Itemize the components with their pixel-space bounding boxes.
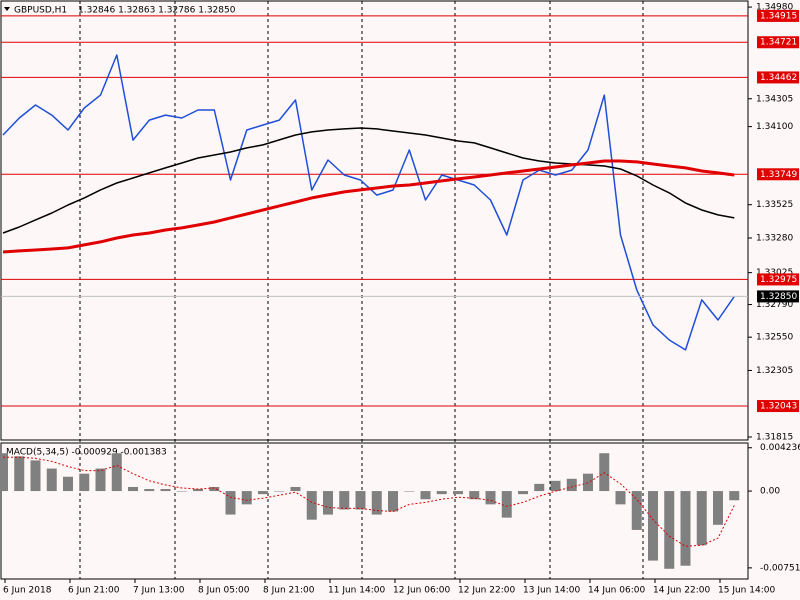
series-line (2, 127, 735, 234)
macd-bar (30, 460, 41, 492)
level-box (757, 71, 799, 84)
macd-bar (0, 453, 8, 492)
macd-frame (0, 442, 749, 580)
macd-bar (306, 491, 317, 520)
chart-title: GBPUSD,H1 (14, 6, 67, 16)
y-tick-label: 1.33525 (756, 200, 793, 210)
current-price-label: 1.32850 (760, 292, 797, 302)
y-tick-label: 1.34980 (756, 3, 793, 13)
macd-bar (258, 491, 268, 495)
y-tick-label: 1.34305 (756, 94, 793, 104)
macd-bar (290, 486, 301, 492)
macd-bar (225, 491, 236, 515)
macd-bar (128, 486, 138, 492)
macd-bar (14, 456, 25, 492)
y-tick-label: 1.32550 (756, 333, 793, 343)
series-line (2, 159, 735, 254)
macd-bar (713, 491, 723, 525)
macd-bar (371, 491, 382, 515)
macd-bar (144, 489, 155, 492)
y-tick-label: 1.33025 (756, 268, 793, 278)
x-tick-label: 15 Jun 14:00 (718, 586, 775, 596)
level-box (757, 9, 799, 22)
macd-bar (648, 491, 658, 561)
macd-bar (46, 468, 57, 492)
macd-bar (664, 491, 675, 569)
ohlc: 1.32846 1.32863 1.32786 1.32850 (78, 6, 236, 16)
level-box (757, 400, 799, 413)
level-label: 1.34462 (760, 73, 797, 83)
macd-bar (729, 491, 740, 501)
x-tick-label: 7 Jun 13:00 (133, 586, 185, 596)
macd-bar (696, 491, 707, 546)
macd-bar (160, 489, 171, 492)
macd-bar (599, 453, 610, 492)
level-box (757, 168, 799, 181)
level-label: 1.32975 (760, 275, 797, 285)
macd-bar (534, 483, 545, 492)
menu-arrow (4, 7, 10, 11)
macd-bar (404, 491, 415, 492)
macd-bar (111, 453, 122, 492)
macd-bar (388, 491, 398, 512)
macd-bar (241, 491, 252, 505)
y-tick-label: 1.34100 (756, 122, 793, 132)
macd-bar (631, 491, 642, 530)
macd-bar (95, 468, 106, 492)
macd-bar (680, 491, 691, 566)
macd-bar (583, 473, 593, 492)
x-tick-label: 12 Jun 06:00 (393, 586, 450, 596)
macd-bar (550, 480, 561, 492)
macd-bar (323, 491, 333, 515)
level-box (757, 273, 799, 286)
macd-bar (615, 491, 626, 505)
y-tick-label: -0.007512 (760, 563, 800, 573)
macd-bar (355, 491, 366, 510)
macd-bar (420, 491, 431, 500)
macd-bar (274, 491, 285, 492)
level-label: 1.32043 (760, 402, 797, 412)
x-tick-label: 14 Jun 06:00 (588, 586, 645, 596)
macd-bar (339, 491, 350, 510)
macd-bar (566, 478, 577, 492)
y-tick-label: 1.32790 (756, 300, 793, 310)
x-tick-label: 6 Jun 2018 (3, 586, 52, 596)
macd-bar (79, 473, 90, 492)
level-box (757, 36, 799, 49)
x-tick-label: 8 Jun 21:00 (263, 586, 315, 596)
current-price-box (757, 290, 799, 303)
y-tick-label: 0.004236 (760, 443, 800, 453)
macd-bar (501, 491, 512, 518)
macd-bar (176, 491, 187, 492)
level-label: 1.34721 (760, 38, 797, 48)
macd-bar (485, 491, 496, 505)
x-tick-label: 6 Jun 21:00 (68, 586, 120, 596)
x-tick-label: 14 Jun 22:00 (653, 586, 710, 596)
main-frame (0, 0, 749, 441)
macd-title: MACD(5,34,5) -0.000929 -0.001383 (6, 448, 167, 458)
macd-bar (453, 491, 463, 495)
y-tick-label: 1.31815 (756, 433, 793, 443)
x-tick-label: 11 Jun 14:00 (328, 586, 385, 596)
y-tick-label: 1.32305 (756, 366, 793, 376)
series-line (3, 456, 735, 547)
level-label: 1.34915 (760, 11, 797, 21)
level-label: 1.33749 (760, 170, 797, 180)
y-tick-label: 1.33280 (756, 233, 793, 243)
separators (79, 1, 644, 579)
macd-bar (518, 491, 528, 495)
macd-bar (436, 491, 447, 495)
y-tick-label: 0.00 (760, 487, 780, 497)
macd-bar (63, 476, 73, 492)
x-tick-label: 13 Jun 14:00 (523, 586, 580, 596)
x-tick-label: 8 Jun 05:00 (198, 586, 250, 596)
x-tick-label: 12 Jun 22:00 (458, 586, 515, 596)
macd-bar (193, 489, 203, 492)
macd-bar (469, 491, 480, 500)
macd-bar (209, 486, 220, 492)
